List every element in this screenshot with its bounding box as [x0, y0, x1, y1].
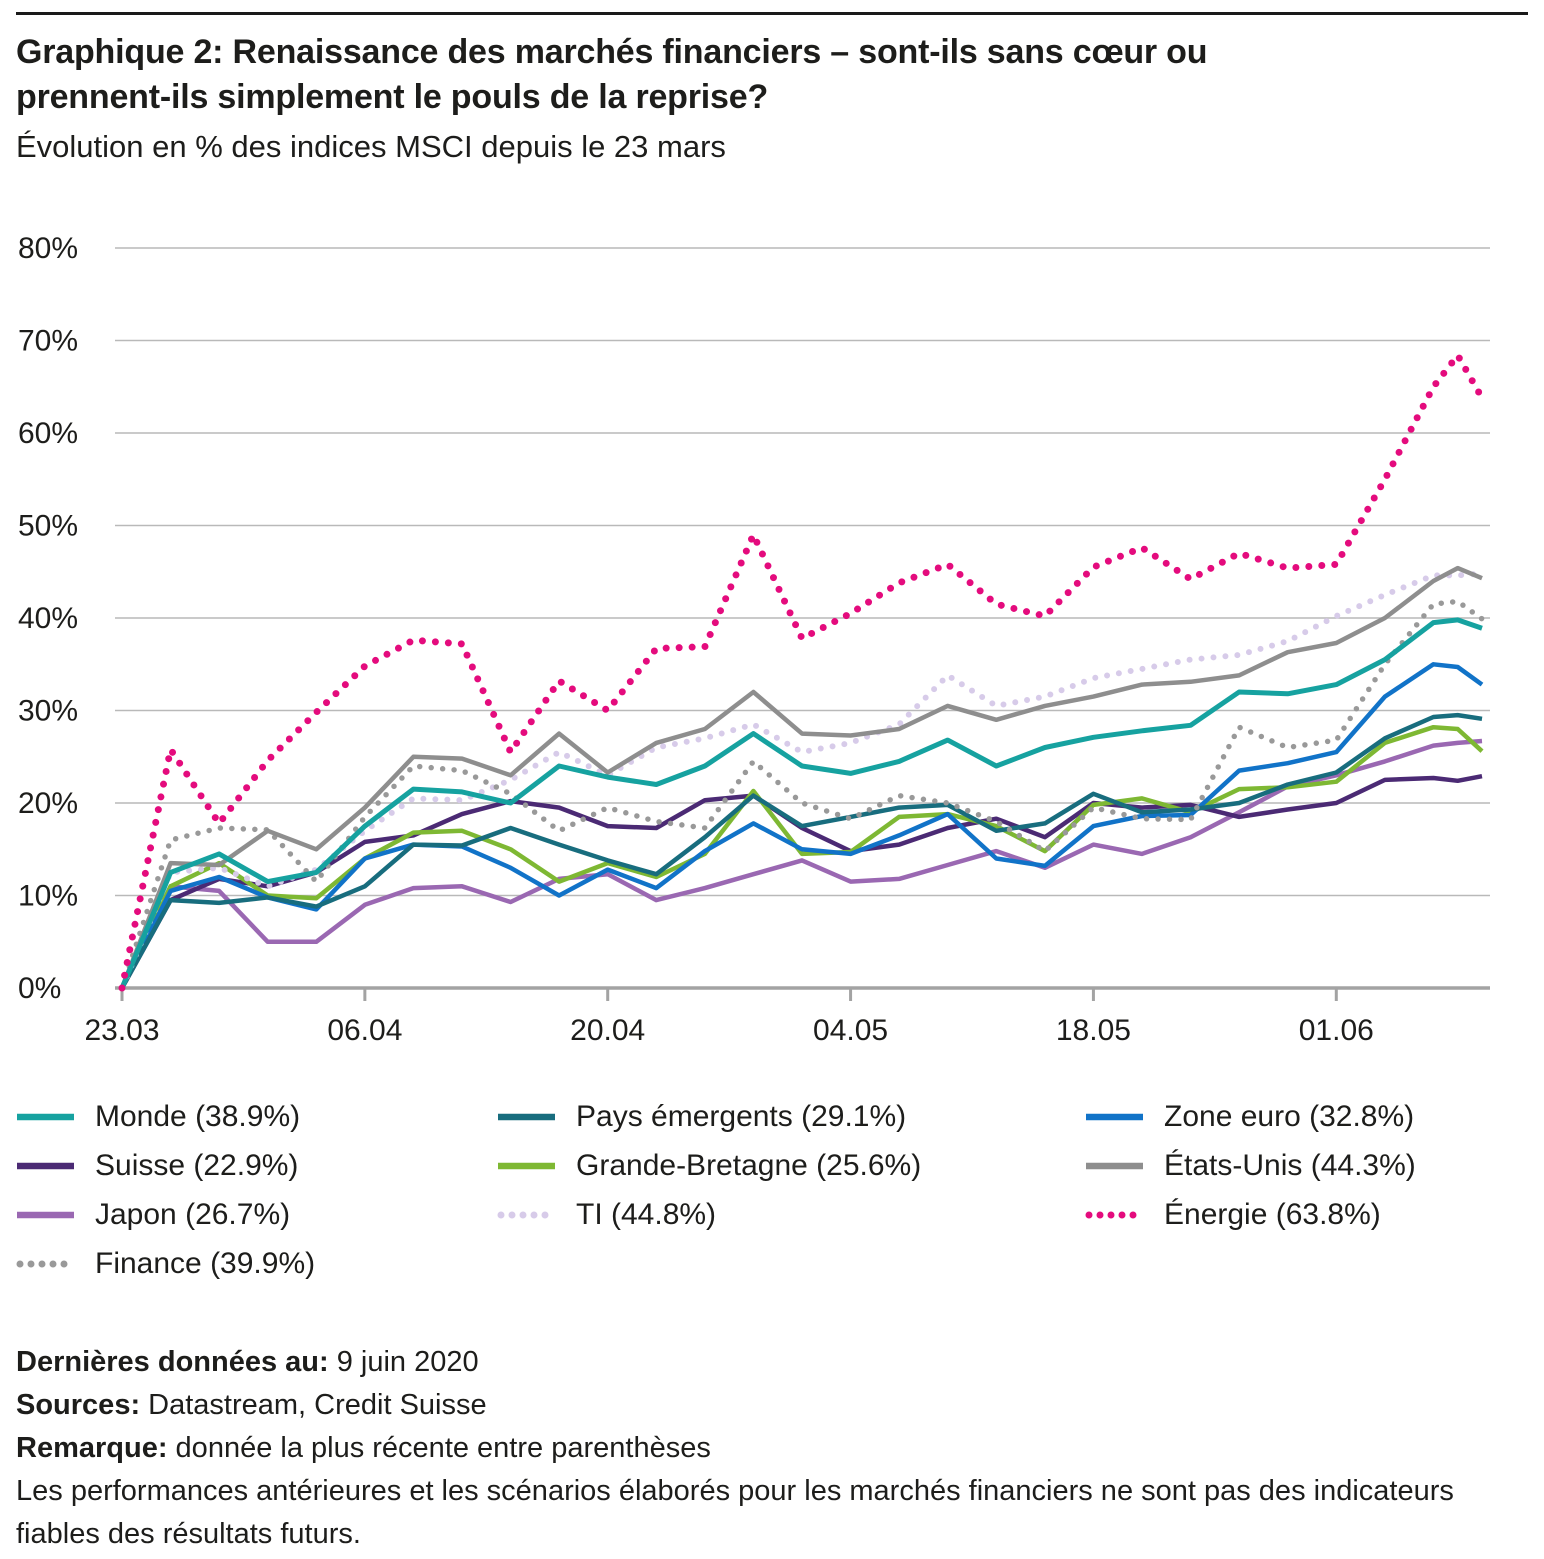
y-axis-label: 50%	[18, 510, 78, 543]
y-axis-label: 60%	[18, 417, 78, 450]
chart-title-line2: prennent-ils simplement le pouls de la r…	[16, 78, 769, 116]
series--nergie	[118, 351, 1486, 992]
footer-note: Remarque: donnée la plus récente entre p…	[16, 1432, 711, 1464]
x-axis-label: 23.03	[84, 1014, 159, 1047]
footer-disclaimer: Les performances antérieures et les scén…	[16, 1475, 1454, 1550]
legend-label: Grande-Bretagne (25.6%)	[576, 1148, 922, 1182]
legend-item: États-Unis (44.3%)	[1085, 1141, 1528, 1190]
series--tats-unis	[119, 565, 1483, 989]
legend-item: Grande-Bretagne (25.6%)	[497, 1141, 1085, 1190]
series-ti	[119, 570, 1485, 991]
x-axis-label: 01.06	[1299, 1014, 1374, 1047]
legend-item: Japon (26.7%)	[16, 1190, 497, 1239]
series-zone-euro	[119, 662, 1484, 990]
chart-footer: Dernières données au: 9 juin 2020 Source…	[16, 1341, 1476, 1556]
legend-label: États-Unis (44.3%)	[1164, 1148, 1416, 1182]
footer-sources: Sources: Datastream, Credit Suisse	[16, 1389, 487, 1421]
y-axis-label: 20%	[18, 787, 78, 820]
legend-label: TI (44.8%)	[576, 1197, 717, 1231]
y-axis-label: 10%	[18, 880, 78, 913]
legend-label: Monde (38.9%)	[95, 1099, 301, 1133]
y-axis-label: 70%	[18, 325, 78, 358]
legend-swatch	[17, 1113, 74, 1120]
chart-title-line1: Graphique 2: Renaissance des marchés fin…	[16, 33, 1208, 71]
legend-swatch	[497, 1211, 557, 1218]
legend-swatch	[498, 1162, 555, 1169]
x-axis-label: 20.04	[570, 1014, 645, 1047]
y-axis-label: 80%	[18, 232, 78, 265]
legend-swatch	[1086, 1162, 1143, 1169]
line-chart: 0% 10% 20% 30% 40% 50% 60% 70% 80% 23.03 06.04 20.0…	[18, 232, 1490, 1047]
x-axis-label: 18.05	[1056, 1014, 1131, 1047]
series-suisse	[120, 773, 1483, 990]
legend-swatch	[1086, 1113, 1143, 1120]
legend-label: Finance (39.9%)	[95, 1246, 316, 1280]
legend-item: Finance (39.9%)	[16, 1239, 497, 1288]
footer-last-data: Dernières données au: 9 juin 2020	[16, 1346, 479, 1378]
y-axis-label: 0%	[18, 972, 61, 1005]
chart-title: Graphique 2: Renaissance des marchés fin…	[16, 30, 1516, 120]
legend-swatch	[17, 1211, 74, 1218]
legend-swatch	[498, 1113, 555, 1120]
legend-item: Zone euro (32.8%)	[1085, 1092, 1528, 1141]
x-axis-label: 04.05	[813, 1014, 888, 1047]
x-axis-label: 06.04	[327, 1014, 402, 1047]
y-axis-label: 30%	[18, 695, 78, 728]
legend-swatch	[16, 1260, 76, 1267]
legend-label: Pays émergents (29.1%)	[576, 1099, 907, 1133]
series-monde	[119, 617, 1483, 989]
legend-label: Énergie (63.8%)	[1164, 1197, 1381, 1231]
legend-swatch	[17, 1162, 74, 1169]
legend-swatch	[1085, 1211, 1145, 1218]
legend-label: Zone euro (32.8%)	[1164, 1099, 1415, 1133]
legend-label: Suisse (22.9%)	[95, 1148, 299, 1182]
series-finance	[119, 598, 1485, 991]
legend-item: Pays émergents (29.1%)	[497, 1092, 1085, 1141]
legend-label: Japon (26.7%)	[95, 1197, 291, 1231]
chart-subtitle: Évolution en % des indices MSCI depuis l…	[16, 129, 726, 164]
series-pays-mergents	[120, 712, 1483, 990]
legend-item: Énergie (63.8%)	[1085, 1190, 1528, 1239]
legend-item: Monde (38.9%)	[16, 1092, 497, 1141]
legend-item: Suisse (22.9%)	[16, 1141, 497, 1190]
top-rule	[16, 12, 1528, 15]
chart-legend: Monde (38.9%) Pays émergents (29.1%) Zone …	[16, 1092, 1528, 1288]
legend-item: TI (44.8%)	[497, 1190, 1085, 1239]
y-axis-label: 40%	[18, 602, 78, 635]
